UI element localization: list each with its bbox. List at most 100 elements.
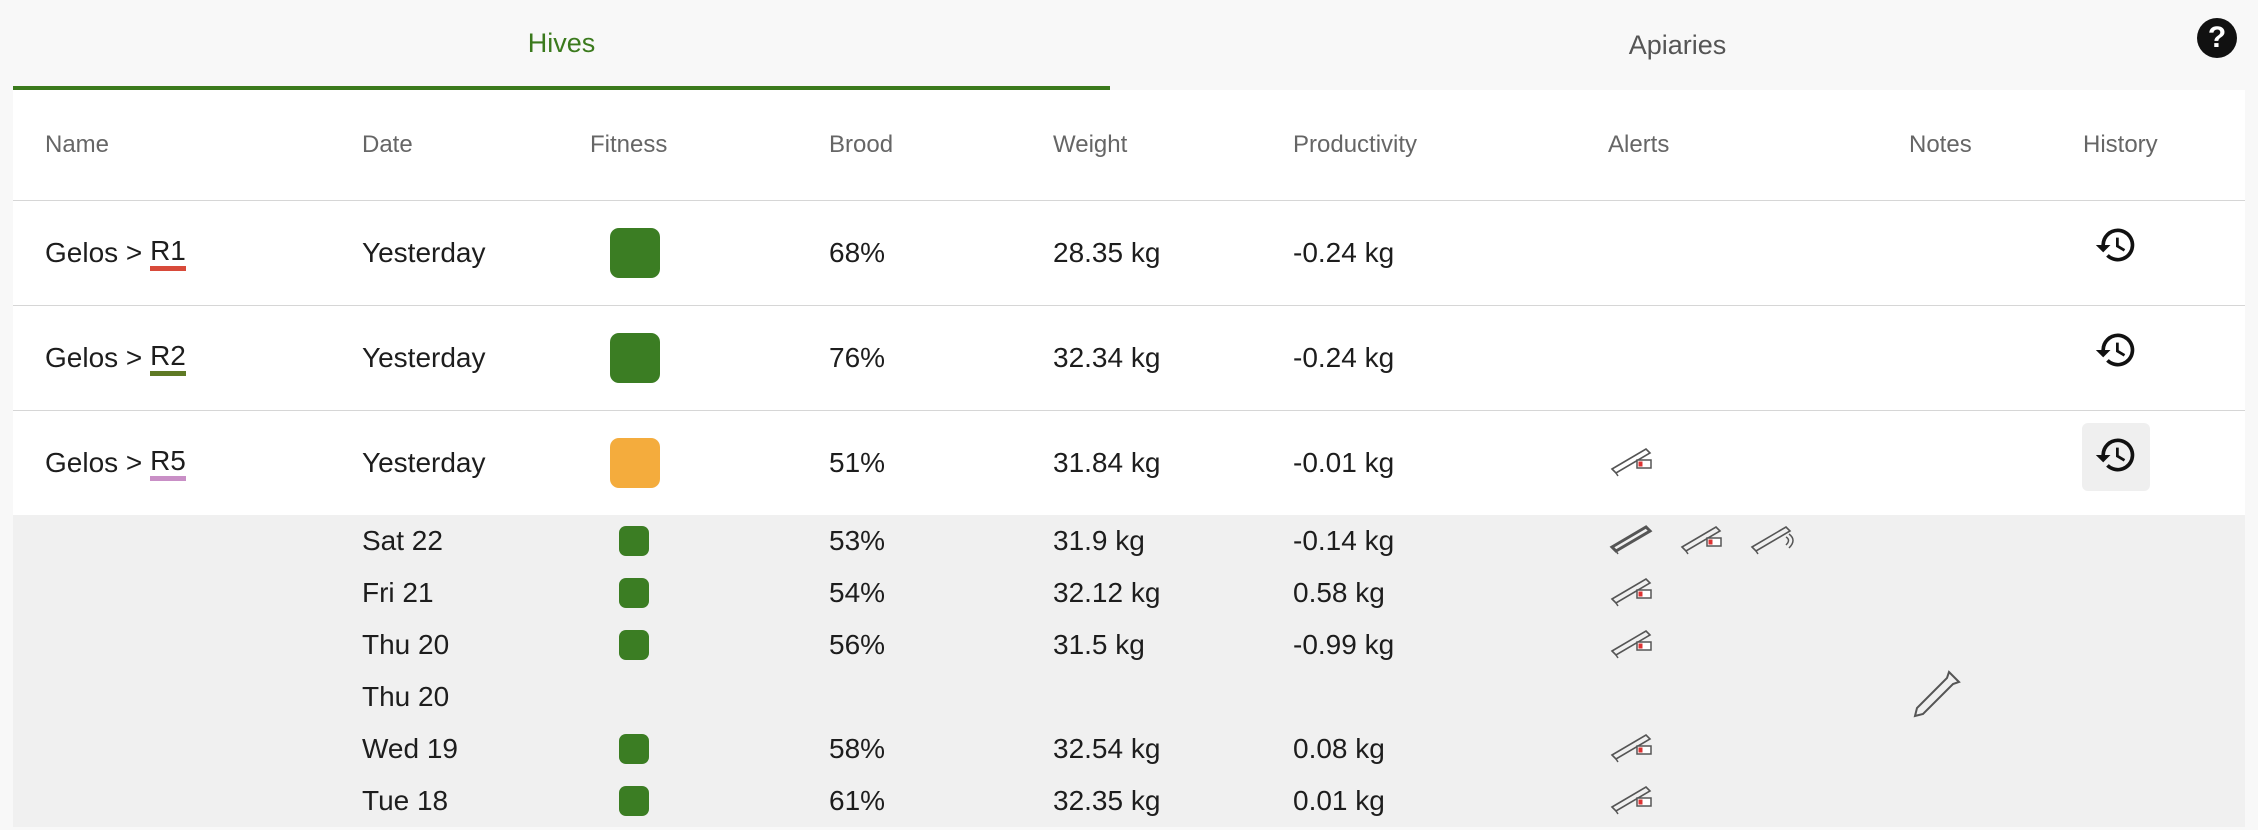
history-row: Tue 18 61% 32.35 kg 0.01 kg xyxy=(13,775,2245,827)
brood-value: 68% xyxy=(829,237,886,268)
brood-value: 61% xyxy=(829,785,886,816)
fitness-square xyxy=(619,786,649,816)
history-date: Thu 20 xyxy=(362,629,450,660)
hive-name: Gelos > R2 xyxy=(45,306,186,410)
column-history[interactable]: History xyxy=(2083,131,2158,158)
productivity-value: 0.01 kg xyxy=(1293,785,1385,816)
fitness-indicator xyxy=(619,775,649,827)
tab-apiaries[interactable]: Apiaries xyxy=(1628,29,1727,60)
fitness-square xyxy=(610,438,660,488)
history-row: Thu 20 56% 31.5 kg -0.99 kg xyxy=(13,619,2245,671)
help-icon: ? xyxy=(2207,21,2227,54)
low-battery-scale-icon[interactable] xyxy=(1678,521,1726,562)
history-button[interactable] xyxy=(2082,213,2150,281)
hives-table: Name Date Fitness Brood Weight Productiv… xyxy=(13,90,2245,827)
fitness-square xyxy=(610,228,660,278)
hive-date: Yesterday xyxy=(362,342,486,373)
low-battery-scale-icon[interactable] xyxy=(1608,573,1656,614)
hive-apiary-prefix: Gelos > xyxy=(45,447,151,478)
brood-value: 76% xyxy=(829,342,886,373)
hive-date: Yesterday xyxy=(362,237,486,268)
productivity-value: -0.24 kg xyxy=(1293,342,1395,373)
brood-value: 58% xyxy=(829,733,886,764)
history-date: Sat 22 xyxy=(362,525,443,556)
alerts-cell xyxy=(1608,567,1678,619)
column-weight[interactable]: Weight xyxy=(1053,131,1128,158)
history-button[interactable] xyxy=(2082,423,2150,491)
hive-apiary-prefix: Gelos > xyxy=(45,342,151,373)
alerts-cell xyxy=(1608,411,1678,515)
column-fitness[interactable]: Fitness xyxy=(590,131,668,158)
history-row: Wed 19 58% 32.54 kg 0.08 kg xyxy=(13,723,2245,775)
hive-history-rows: Sat 22 53% 31.9 kg -0.14 kg Fri 21 54% 32.12 k… xyxy=(13,515,2245,827)
column-date[interactable]: Date xyxy=(362,131,413,158)
alerts-cell xyxy=(1608,775,1678,827)
history-icon xyxy=(2094,328,2138,377)
hive-name: Gelos > R1 xyxy=(45,201,186,305)
history-row: Thu 20 xyxy=(13,669,2245,725)
fitness-indicator xyxy=(610,306,660,410)
column-notes[interactable]: Notes xyxy=(1909,131,1972,158)
hive-id-link[interactable]: R5 xyxy=(150,445,186,481)
fitness-square xyxy=(619,734,649,764)
weight-value: 28.35 kg xyxy=(1053,237,1161,268)
weight-value: 31.9 kg xyxy=(1053,525,1145,556)
alerts-cell xyxy=(1608,619,1678,671)
fitness-square xyxy=(610,333,660,383)
fitness-indicator xyxy=(610,411,660,515)
productivity-value: 0.08 kg xyxy=(1293,733,1385,764)
fitness-indicator xyxy=(619,619,649,671)
column-brood[interactable]: Brood xyxy=(829,131,894,158)
productivity-value: 0.58 kg xyxy=(1293,577,1385,608)
low-battery-scale-icon[interactable] xyxy=(1608,729,1656,770)
weight-value: 32.12 kg xyxy=(1053,577,1161,608)
alerts-cell xyxy=(1608,515,1818,567)
alerts-cell xyxy=(1608,723,1678,775)
fitness-indicator xyxy=(619,515,649,567)
fitness-indicator xyxy=(619,723,649,775)
productivity-value: -0.14 kg xyxy=(1293,525,1395,556)
productivity-value: -0.01 kg xyxy=(1293,447,1395,478)
hive-id-link[interactable]: R1 xyxy=(150,235,186,271)
column-name[interactable]: Name xyxy=(45,131,110,158)
history-date: Fri 21 xyxy=(362,577,434,608)
fitness-square xyxy=(619,630,649,660)
history-date: Wed 19 xyxy=(362,733,458,764)
brood-value: 54% xyxy=(829,577,886,608)
weight-value: 31.5 kg xyxy=(1053,629,1145,660)
fitness-indicator xyxy=(610,201,660,305)
column-productivity[interactable]: Productivity xyxy=(1293,131,1418,158)
fitness-square xyxy=(619,578,649,608)
history-date: Thu 20 xyxy=(362,681,450,712)
history-icon xyxy=(2094,223,2138,272)
hive-id-link[interactable]: R2 xyxy=(150,340,186,376)
brood-value: 53% xyxy=(829,525,886,556)
hive-date: Yesterday xyxy=(362,447,486,478)
history-date: Tue 18 xyxy=(362,785,449,816)
tab-bar: Hives Apiaries xyxy=(13,0,2245,90)
weight-value: 32.35 kg xyxy=(1053,785,1161,816)
brood-value: 51% xyxy=(829,447,886,478)
history-row: Sat 22 53% 31.9 kg -0.14 kg xyxy=(13,515,2245,567)
help-button[interactable]: ? xyxy=(2197,18,2237,58)
weight-value: 32.54 kg xyxy=(1053,733,1161,764)
fitness-square xyxy=(619,526,649,556)
tab-hives[interactable]: Hives xyxy=(13,0,1110,90)
scale-tilted-icon[interactable] xyxy=(1608,521,1656,562)
fitness-indicator xyxy=(619,567,649,619)
low-battery-scale-icon[interactable] xyxy=(1608,443,1656,484)
table-row[interactable]: Gelos > R2 Yesterday 76% 32.34 kg -0.24 kg xyxy=(13,306,2245,411)
low-battery-scale-icon[interactable] xyxy=(1608,781,1656,822)
hive-apiary-prefix: Gelos > xyxy=(45,237,151,268)
column-alerts[interactable]: Alerts xyxy=(1608,131,1670,158)
hive-tool-icon[interactable] xyxy=(1909,669,1963,725)
table-row[interactable]: Gelos > R1 Yesterday 68% 28.35 kg -0.24 kg xyxy=(13,201,2245,306)
history-row: Fri 21 54% 32.12 kg 0.58 kg xyxy=(13,567,2245,619)
hive-name: Gelos > R5 xyxy=(45,411,186,515)
scale-signal-icon[interactable] xyxy=(1748,521,1796,562)
productivity-value: -0.99 kg xyxy=(1293,629,1395,660)
notes-cell xyxy=(1909,669,1963,725)
table-row[interactable]: Gelos > R5 Yesterday 51% 31.84 kg -0.01 kg xyxy=(13,411,2245,515)
history-button[interactable] xyxy=(2082,318,2150,386)
low-battery-scale-icon[interactable] xyxy=(1608,625,1656,666)
